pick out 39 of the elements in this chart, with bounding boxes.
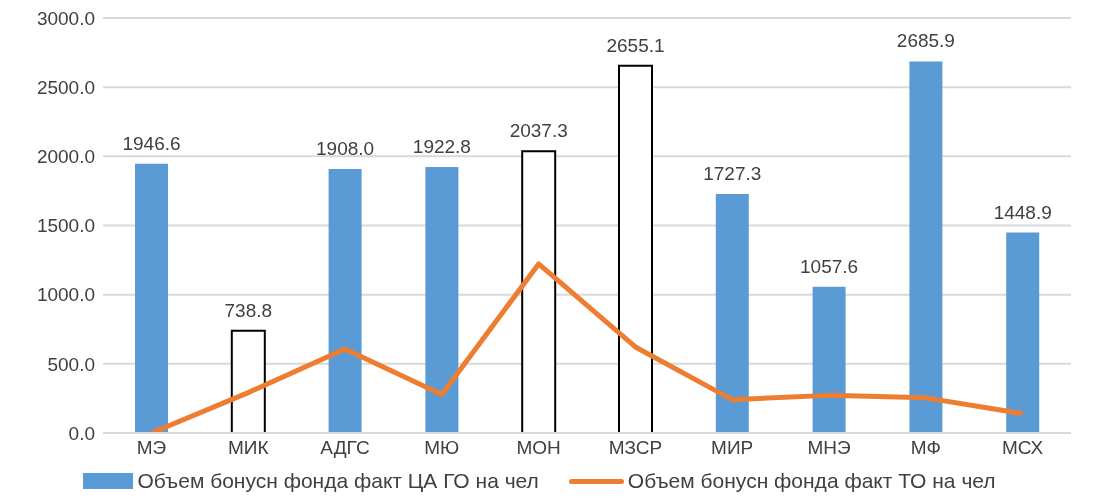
x-tick-label: МОН <box>516 437 561 459</box>
x-tick-label: МЗСР <box>608 437 663 459</box>
y-tick-label: 1000.0 <box>36 284 95 306</box>
bar <box>909 61 943 433</box>
bar <box>328 169 362 433</box>
x-tick-label: АДГС <box>320 437 370 459</box>
data-label: 738.8 <box>224 299 273 321</box>
data-label: 2685.9 <box>896 30 955 52</box>
bar <box>230 329 266 433</box>
bar <box>812 286 846 433</box>
x-tick-label: МНЭ <box>807 437 851 459</box>
data-label: 1448.9 <box>993 201 1052 223</box>
data-label: 2655.1 <box>606 34 665 56</box>
legend-label: Объем бонусн фонда факт ЦА ГО на чел <box>136 469 539 493</box>
y-tick-label: 3000.0 <box>36 7 95 29</box>
data-label: 1057.6 <box>800 255 859 277</box>
data-label: 1727.3 <box>703 163 762 185</box>
y-tick-label: 1500.0 <box>36 215 95 237</box>
data-label: 1946.6 <box>122 132 181 154</box>
legend-label: Объем бонусн фонда факт ТО на чел <box>626 469 996 493</box>
bar <box>521 150 557 433</box>
bar <box>425 167 459 433</box>
bar <box>1006 232 1040 433</box>
data-label: 1908.0 <box>316 138 375 160</box>
data-label: 2037.3 <box>509 120 568 142</box>
y-tick-label: 2000.0 <box>36 146 95 168</box>
y-tick-label: 0.0 <box>68 422 95 444</box>
bar <box>715 194 749 433</box>
y-tick-label: 500.0 <box>47 353 95 375</box>
x-tick-label: МИК <box>227 437 269 459</box>
y-tick-label: 2500.0 <box>36 76 95 98</box>
x-tick-label: МЭ <box>136 437 167 459</box>
bar <box>618 64 653 433</box>
x-tick-label: МСХ <box>1002 437 1044 459</box>
bar <box>135 163 168 433</box>
data-label: 1922.8 <box>412 136 471 158</box>
x-tick-label: МЮ <box>424 437 460 459</box>
x-tick-label: МФ <box>910 437 941 459</box>
x-tick-label: МИР <box>711 437 754 459</box>
